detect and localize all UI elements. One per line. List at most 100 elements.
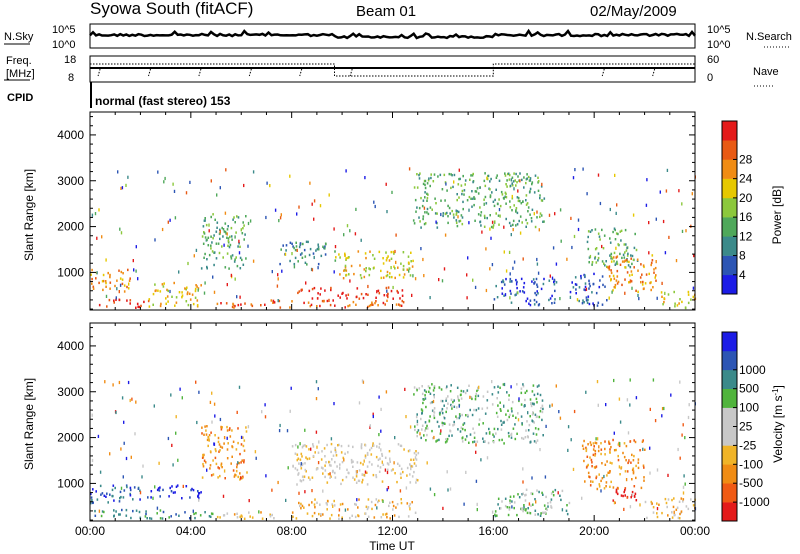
- data-cell: [539, 194, 541, 197]
- data-cell: [505, 277, 507, 281]
- data-cell: [125, 514, 128, 517]
- data-cell: [293, 265, 296, 269]
- data-cell: [433, 411, 436, 414]
- data-cell: [410, 465, 413, 468]
- data-cell: [660, 291, 663, 294]
- data-cell: [170, 393, 172, 397]
- data-cell: [552, 246, 555, 250]
- data-cell: [532, 432, 535, 435]
- data-cell: [459, 219, 462, 223]
- data-cell: [381, 480, 384, 483]
- data-cell: [344, 269, 346, 272]
- data-cell: [445, 438, 447, 441]
- data-cell: [186, 291, 189, 294]
- data-cell: [553, 278, 556, 282]
- data-cell: [473, 431, 476, 435]
- data-cell: [216, 193, 218, 197]
- colorbar-frame: [721, 120, 738, 295]
- data-cell: [332, 454, 335, 457]
- data-cell: [213, 251, 216, 254]
- data-cell: [458, 399, 460, 402]
- data-cell: [535, 293, 538, 297]
- data-cell: [529, 177, 532, 180]
- data-cell: [159, 495, 161, 498]
- data-cell: [204, 461, 207, 464]
- data-cell: [185, 485, 188, 488]
- data-cell: [541, 404, 544, 407]
- data-cell: [409, 425, 412, 429]
- data-cell: [293, 262, 296, 266]
- data-cell: [530, 401, 532, 406]
- data-cell: [302, 444, 305, 447]
- freq-dip-mark: [148, 68, 151, 77]
- colorbar-swatch: [722, 121, 737, 141]
- data-cell: [115, 510, 117, 513]
- data-cell: [600, 452, 602, 456]
- data-cell: [500, 280, 503, 284]
- data-cell: [384, 303, 386, 306]
- data-cell: [150, 517, 153, 520]
- data-cell: [527, 411, 529, 415]
- data-cell: [460, 214, 463, 217]
- data-cell: [548, 298, 550, 302]
- data-cell: [355, 295, 358, 299]
- data-cell: [503, 442, 505, 445]
- data-cell: [540, 287, 543, 291]
- data-cell: [326, 508, 328, 511]
- power-ylabel: Slant Range [km]: [22, 169, 36, 261]
- data-cell: [501, 292, 504, 295]
- data-cell: [470, 174, 472, 177]
- data-cell: [387, 486, 390, 490]
- data-cell: [531, 280, 533, 283]
- data-cell: [484, 195, 487, 199]
- data-cell: [544, 511, 547, 514]
- data-cell: [525, 225, 527, 228]
- data-cell: [240, 443, 243, 446]
- data-cell: [578, 286, 581, 289]
- data-cell: [523, 291, 526, 294]
- data-cell: [297, 457, 300, 460]
- data-cell: [628, 281, 630, 284]
- data-cell: [340, 482, 342, 486]
- data-cell: [612, 499, 615, 502]
- data-cell: [102, 288, 104, 292]
- data-cell: [339, 463, 341, 466]
- data-cell: [444, 233, 447, 237]
- data-cell: [357, 514, 359, 517]
- freq-dip-mark: [652, 68, 656, 77]
- data-cell: [510, 436, 513, 439]
- data-cell: [370, 500, 373, 504]
- data-cell: [619, 420, 622, 424]
- data-cell: [545, 424, 547, 428]
- noise-left-label: N.Sky: [4, 31, 34, 43]
- data-cell: [123, 420, 125, 424]
- data-cell: [389, 501, 391, 504]
- data-cell: [608, 265, 611, 268]
- data-cell: [184, 287, 186, 290]
- data-cell: [390, 257, 393, 260]
- data-cell: [595, 261, 598, 264]
- data-cell: [637, 290, 639, 293]
- data-cell: [541, 182, 543, 186]
- data-cell: [652, 511, 655, 514]
- data-cell: [649, 281, 651, 285]
- data-cell: [201, 456, 204, 459]
- data-cell: [536, 262, 539, 266]
- data-cell: [549, 297, 552, 300]
- data-cell: [147, 299, 150, 303]
- data-cell: [443, 417, 446, 420]
- data-cell: [605, 481, 608, 484]
- data-cell: [119, 496, 121, 500]
- data-cell: [519, 179, 521, 183]
- data-cell: [243, 517, 246, 520]
- data-cell: [426, 196, 429, 200]
- data-cell: [412, 274, 414, 278]
- data-cell: [177, 458, 179, 462]
- data-cell: [201, 476, 204, 479]
- data-cell: [449, 430, 452, 433]
- data-cell: [107, 271, 109, 275]
- data-cell: [378, 292, 381, 295]
- y-tick-label: 3000: [57, 174, 84, 188]
- data-cell: [633, 439, 635, 442]
- data-cell: [221, 426, 223, 429]
